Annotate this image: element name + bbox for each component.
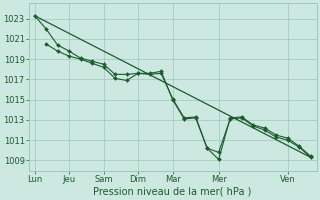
X-axis label: Pression niveau de la mer( hPa ): Pression niveau de la mer( hPa ) bbox=[93, 187, 252, 197]
